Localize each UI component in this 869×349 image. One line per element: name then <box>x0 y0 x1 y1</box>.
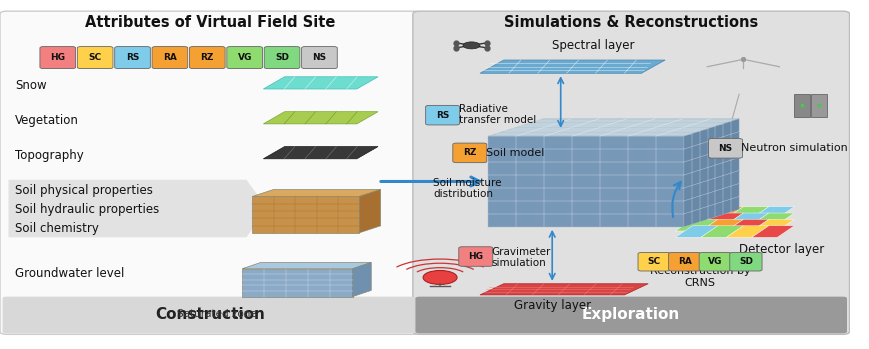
Text: Vegetation: Vegetation <box>16 114 79 127</box>
FancyBboxPatch shape <box>458 247 492 266</box>
Text: NS: NS <box>718 144 732 153</box>
Text: Spectral layer: Spectral layer <box>551 39 634 52</box>
Polygon shape <box>674 220 717 231</box>
Text: Saturated zone: Saturated zone <box>176 309 256 319</box>
Text: Construction: Construction <box>155 307 264 322</box>
FancyBboxPatch shape <box>699 253 731 271</box>
FancyBboxPatch shape <box>152 47 188 69</box>
Text: RA: RA <box>163 53 176 62</box>
Polygon shape <box>488 119 739 136</box>
Polygon shape <box>263 112 378 124</box>
FancyBboxPatch shape <box>227 47 262 69</box>
Polygon shape <box>726 226 768 237</box>
Text: HG: HG <box>468 252 482 261</box>
Text: Soil physical properties: Soil physical properties <box>16 184 153 197</box>
Circle shape <box>462 42 480 49</box>
Polygon shape <box>488 136 683 227</box>
Text: HG: HG <box>50 53 65 62</box>
FancyBboxPatch shape <box>115 47 150 69</box>
Polygon shape <box>9 180 268 237</box>
Polygon shape <box>359 190 380 233</box>
Polygon shape <box>252 196 359 233</box>
Text: Gravity layer: Gravity layer <box>513 299 590 312</box>
Text: SD: SD <box>275 53 289 62</box>
Text: Reconstruction by
CRNS: Reconstruction by CRNS <box>649 266 749 288</box>
Polygon shape <box>674 213 717 225</box>
Polygon shape <box>751 207 793 218</box>
FancyBboxPatch shape <box>452 143 487 163</box>
Polygon shape <box>683 119 739 227</box>
Polygon shape <box>263 77 378 89</box>
Text: RZ: RZ <box>201 53 214 62</box>
FancyBboxPatch shape <box>413 11 848 334</box>
Text: Soil chemistry: Soil chemistry <box>16 222 99 235</box>
FancyBboxPatch shape <box>302 47 337 69</box>
Text: Topography: Topography <box>16 149 84 162</box>
FancyBboxPatch shape <box>264 47 300 69</box>
Polygon shape <box>751 213 793 225</box>
Text: Snow: Snow <box>16 79 47 92</box>
Polygon shape <box>674 226 717 237</box>
Text: RS: RS <box>126 53 139 62</box>
Polygon shape <box>726 207 768 218</box>
FancyBboxPatch shape <box>189 47 225 69</box>
Polygon shape <box>751 226 793 237</box>
Text: Gravimeter
simulation: Gravimeter simulation <box>490 247 550 268</box>
Text: RA: RA <box>677 257 691 266</box>
Circle shape <box>422 270 456 284</box>
Text: VG: VG <box>707 257 721 266</box>
FancyBboxPatch shape <box>707 139 741 158</box>
Polygon shape <box>480 284 647 295</box>
Text: Soil hydraulic properties: Soil hydraulic properties <box>16 203 159 216</box>
Text: Simulations & Reconstructions: Simulations & Reconstructions <box>503 15 758 30</box>
FancyBboxPatch shape <box>793 94 809 117</box>
Polygon shape <box>352 262 371 297</box>
FancyBboxPatch shape <box>415 297 846 333</box>
Text: RS: RS <box>435 111 448 120</box>
Polygon shape <box>674 207 717 218</box>
FancyBboxPatch shape <box>729 253 761 271</box>
Polygon shape <box>700 220 742 231</box>
Polygon shape <box>700 226 742 237</box>
FancyBboxPatch shape <box>811 94 826 117</box>
FancyBboxPatch shape <box>668 253 700 271</box>
Text: RZ: RZ <box>462 148 476 157</box>
Polygon shape <box>700 207 742 218</box>
Polygon shape <box>242 262 371 269</box>
Text: VG: VG <box>237 53 251 62</box>
Text: Groundwater level: Groundwater level <box>16 267 124 281</box>
FancyBboxPatch shape <box>77 47 113 69</box>
Text: NS: NS <box>312 53 326 62</box>
FancyBboxPatch shape <box>40 47 76 69</box>
Text: Soil moisture
distribution: Soil moisture distribution <box>433 178 501 199</box>
Text: Soil model: Soil model <box>486 148 544 158</box>
FancyBboxPatch shape <box>3 297 416 333</box>
FancyBboxPatch shape <box>637 253 669 271</box>
Text: Radiative
transfer model: Radiative transfer model <box>458 104 535 125</box>
Text: Exploration: Exploration <box>581 307 680 322</box>
Polygon shape <box>700 213 742 225</box>
Polygon shape <box>726 220 768 231</box>
FancyBboxPatch shape <box>0 11 419 334</box>
Text: SC: SC <box>647 257 660 266</box>
FancyBboxPatch shape <box>425 105 459 125</box>
Polygon shape <box>726 213 768 225</box>
Polygon shape <box>252 190 380 196</box>
Text: SC: SC <box>89 53 102 62</box>
Polygon shape <box>751 220 793 231</box>
Polygon shape <box>480 60 665 73</box>
Text: Attributes of Virtual Field Site: Attributes of Virtual Field Site <box>84 15 335 30</box>
Polygon shape <box>242 269 352 297</box>
Text: Neutron simulation: Neutron simulation <box>740 143 846 153</box>
Text: SD: SD <box>738 257 752 266</box>
Text: Detector layer: Detector layer <box>739 243 824 256</box>
Polygon shape <box>263 147 378 159</box>
